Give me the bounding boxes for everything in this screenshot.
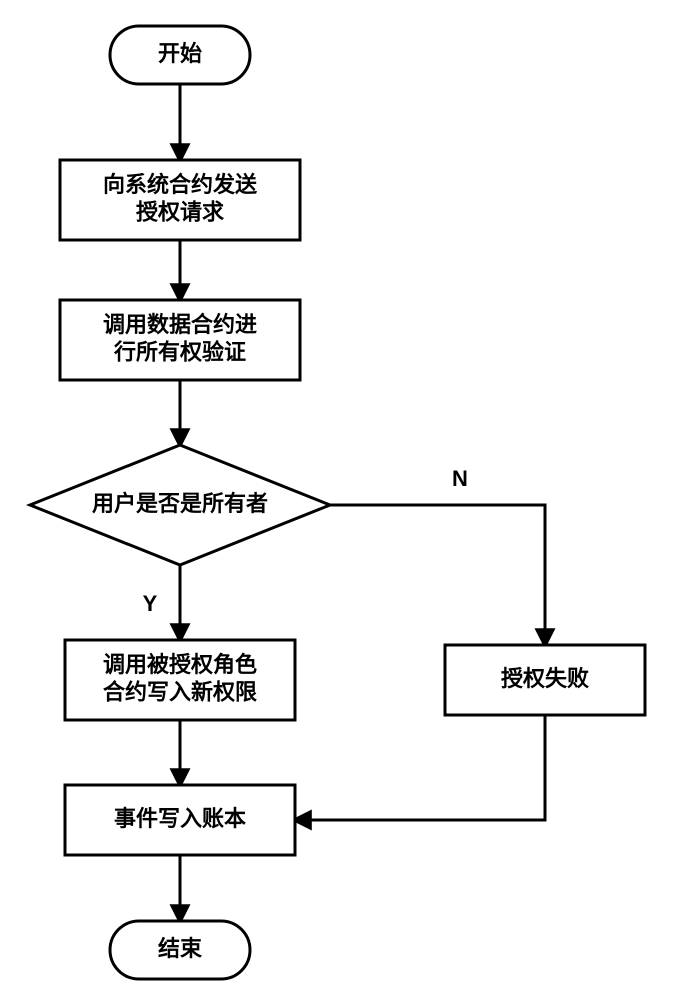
- node-fail: 授权失败: [445, 645, 645, 715]
- node-n4-label: 事件写入账本: [114, 806, 246, 831]
- node-n2-label: 行所有权验证: [113, 340, 246, 365]
- node-n3-label: 调用被授权角色: [103, 652, 257, 677]
- edge-dec-fail: [330, 505, 545, 645]
- node-start-label: 开始: [158, 41, 202, 66]
- node-fail-label: 授权失败: [501, 666, 589, 691]
- node-n3-label: 合约写入新权限: [103, 680, 257, 705]
- node-n1-label: 向系统合约发送: [103, 172, 257, 197]
- node-end-label: 结束: [158, 936, 203, 961]
- node-n1: 向系统合约发送授权请求: [60, 160, 300, 240]
- node-n4: 事件写入账本: [65, 785, 295, 855]
- node-n2-label: 调用数据合约进: [103, 312, 257, 337]
- node-n1-label: 授权请求: [136, 200, 224, 225]
- node-dec: 用户是否是所有者: [30, 445, 330, 565]
- node-dec-label: 用户是否是所有者: [92, 491, 268, 516]
- node-start: 开始: [110, 26, 250, 84]
- node-end: 结束: [110, 921, 250, 979]
- edge-label-dec-n3: Y: [143, 591, 158, 616]
- node-n2: 调用数据合约进行所有权验证: [60, 300, 300, 380]
- edge-label-dec-fail: N: [452, 466, 468, 491]
- edge-fail-n4: [295, 715, 545, 820]
- nodes-group: 开始向系统合约发送授权请求调用数据合约进行所有权验证用户是否是所有者调用被授权角…: [30, 26, 645, 979]
- flowchart-canvas: YN开始向系统合约发送授权请求调用数据合约进行所有权验证用户是否是所有者调用被授…: [0, 0, 693, 1000]
- node-n3: 调用被授权角色合约写入新权限: [65, 640, 295, 720]
